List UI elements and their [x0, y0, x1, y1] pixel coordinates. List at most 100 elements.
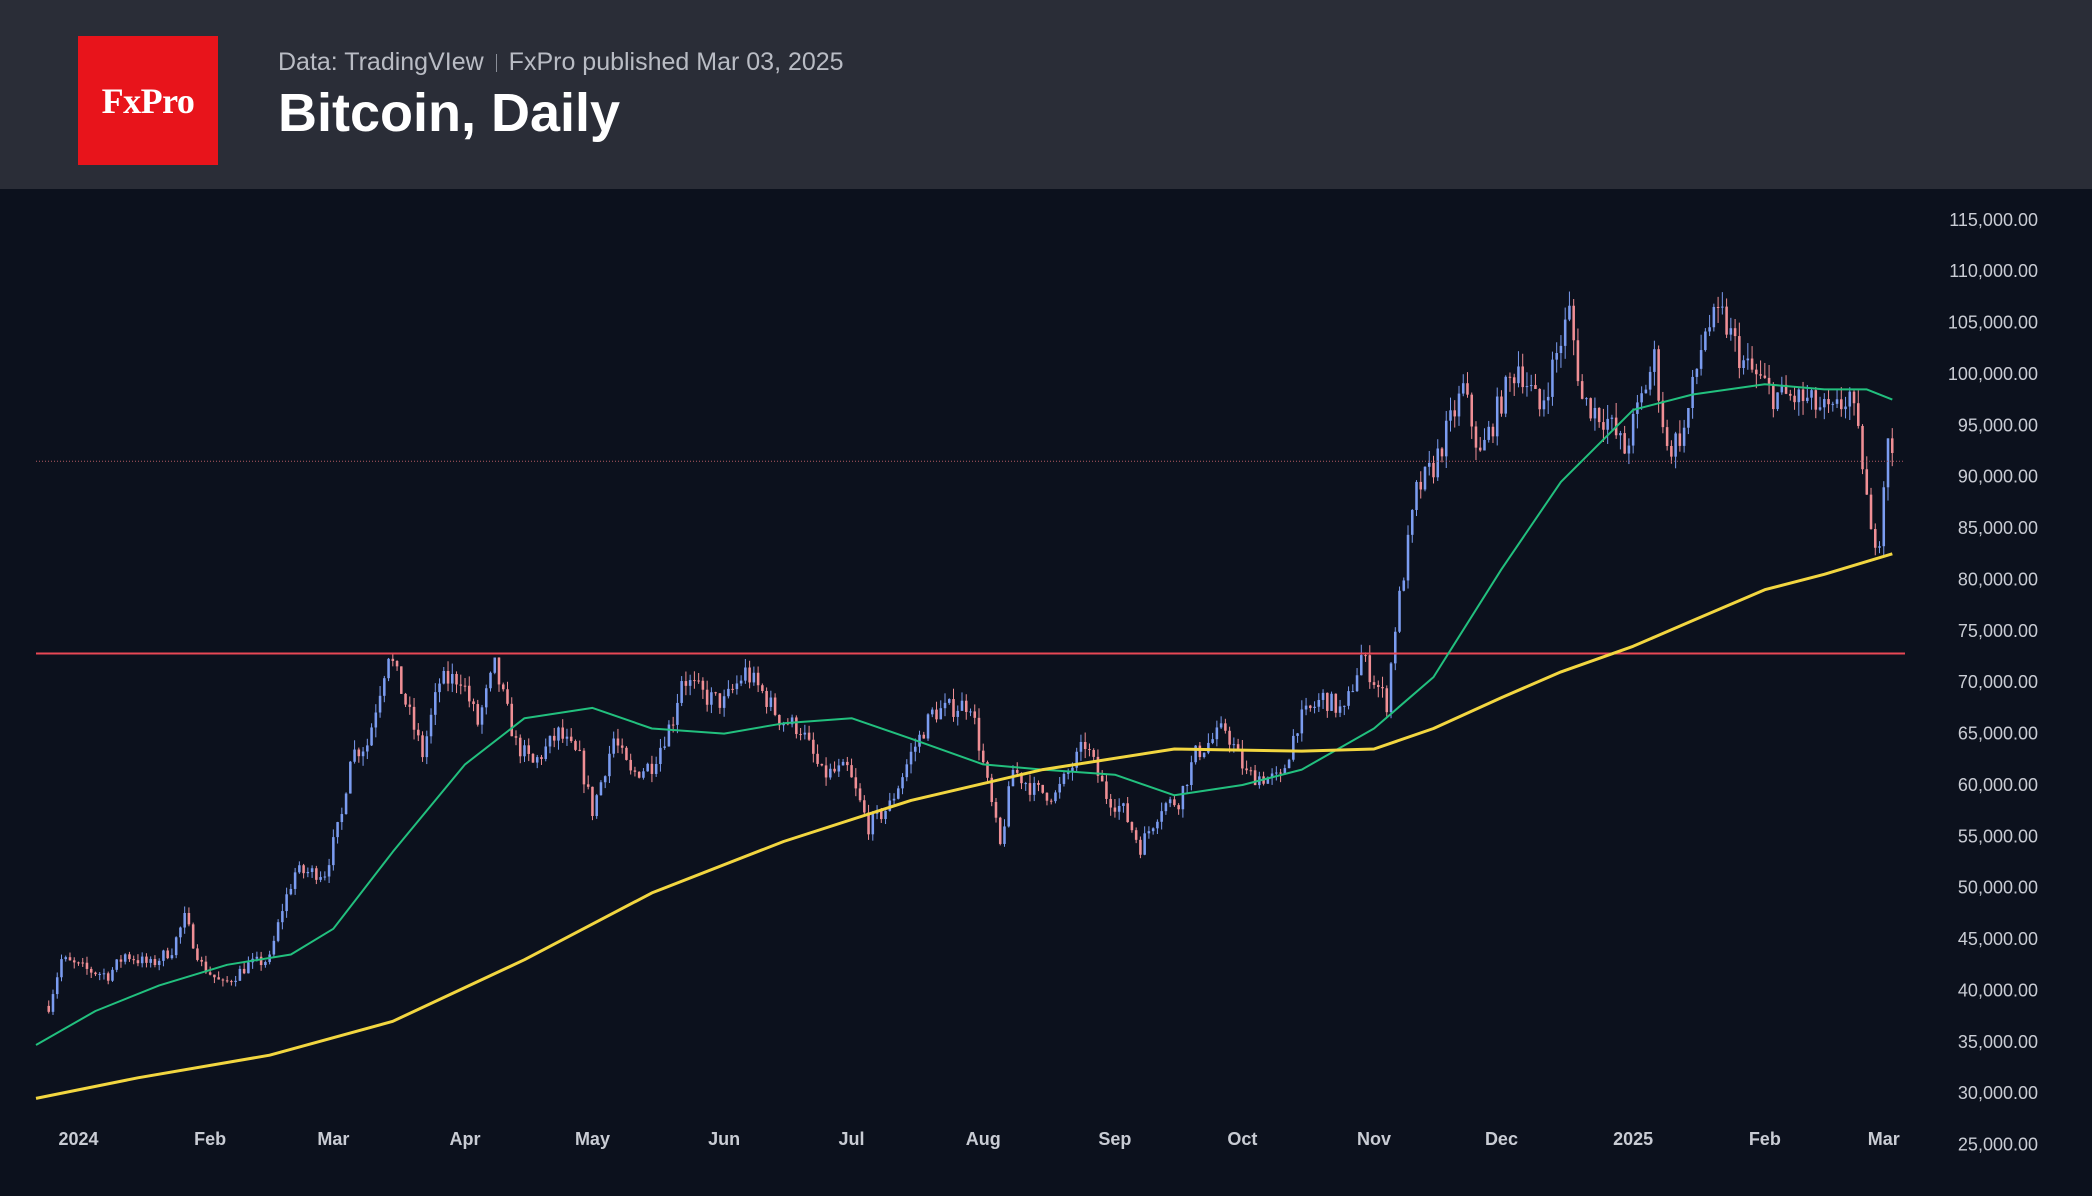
y-tick-label: 95,000.00 [1958, 415, 2038, 435]
x-tick-label: Sep [1098, 1129, 1131, 1149]
candle-body [586, 784, 590, 787]
candle-body [1721, 306, 1724, 308]
candle-body [323, 876, 327, 878]
chart-title: Bitcoin, Daily [278, 83, 621, 143]
candle-body [429, 714, 433, 737]
candle-body [336, 822, 339, 838]
x-tick-label: May [575, 1129, 610, 1149]
candle-body [871, 813, 875, 835]
candle-body [1130, 822, 1134, 831]
candle-body [642, 771, 645, 778]
candle-body [540, 757, 543, 759]
candle-body [884, 810, 887, 820]
y-tick-label: 105,000.00 [1948, 313, 2038, 333]
candle-body [1750, 358, 1754, 370]
candle-body [914, 746, 917, 752]
candle-body [557, 727, 560, 741]
moving-average-slow-line [35, 552, 1893, 1100]
candle-body [646, 763, 649, 772]
y-tick-label: 85,000.00 [1958, 518, 2038, 538]
y-tick-label: 50,000.00 [1958, 878, 2038, 898]
candle-body [1015, 769, 1019, 773]
candle-body [603, 776, 607, 783]
candle-body [1266, 777, 1270, 784]
candle-body [748, 667, 751, 683]
candle-body [1364, 655, 1367, 657]
candle-body [1529, 385, 1533, 387]
candle-body [671, 724, 675, 726]
candle-body [442, 670, 446, 684]
candle-body [1869, 494, 1873, 530]
candle-body [1610, 417, 1614, 419]
candle-body [421, 735, 424, 758]
candle-body [680, 681, 683, 703]
candle-body [1878, 546, 1881, 548]
candle-body [217, 977, 220, 980]
candle-body [998, 817, 1002, 844]
candle-body [1436, 448, 1440, 478]
candle-body [357, 749, 361, 757]
candle-body [1355, 675, 1359, 692]
candle-body [756, 672, 760, 686]
candle-body [480, 707, 484, 725]
candle-body [1368, 655, 1372, 683]
candle-body [1576, 340, 1580, 382]
candle-body [47, 1005, 51, 1012]
candle-body [1657, 349, 1660, 401]
candle-body [1461, 383, 1465, 394]
candle-body [315, 868, 318, 880]
candle-body [612, 738, 615, 754]
candle-body [969, 711, 972, 713]
candle-body [620, 745, 624, 748]
y-tick-label: 40,000.00 [1958, 980, 2038, 1000]
candle-body [1253, 770, 1257, 786]
candle-body [285, 894, 288, 912]
candle-body [799, 734, 802, 736]
candle-body [850, 765, 853, 778]
candle-body [281, 911, 284, 923]
candle-body [136, 960, 140, 964]
candle-body [1398, 590, 1401, 632]
candle-body [378, 695, 382, 713]
x-tick-label: Nov [1357, 1129, 1391, 1149]
candle-body [349, 761, 352, 794]
candle-body [484, 688, 488, 708]
candle-body [1517, 366, 1520, 384]
x-tick-label: Jul [839, 1129, 865, 1149]
x-tick-label: Mar [1868, 1129, 1900, 1149]
candle-body [824, 765, 828, 778]
candle-body [1440, 448, 1444, 457]
candle-body [688, 680, 692, 686]
candle-body [438, 683, 441, 693]
y-tick-label: 75,000.00 [1958, 621, 2038, 641]
candle-body [51, 994, 55, 1012]
candle-body [561, 727, 564, 739]
candle-body [1784, 384, 1788, 394]
candle-body [1521, 366, 1524, 388]
candle-body [55, 977, 59, 995]
candle-body [1164, 803, 1168, 812]
candle-body [523, 745, 526, 757]
y-tick-label: 30,000.00 [1958, 1083, 2038, 1103]
candle-body [1742, 360, 1745, 369]
candle-body [1712, 306, 1716, 328]
candle-body [1270, 773, 1274, 778]
candle-body [153, 959, 157, 966]
candle-body [1534, 385, 1537, 389]
candle-body [1542, 400, 1546, 410]
candle-body [858, 788, 862, 801]
publisher-note: FxPro published Mar 03, 2025 [508, 48, 844, 76]
candle-body [986, 762, 989, 778]
candle-body [1202, 752, 1206, 758]
candle-body [1687, 408, 1690, 428]
candle-body [157, 960, 161, 966]
candle-body [807, 732, 811, 740]
x-tick-label: Oct [1227, 1129, 1257, 1149]
candle-body [527, 745, 531, 754]
candle-body [1844, 406, 1847, 410]
candle-body [1071, 767, 1074, 773]
price-axis: 25,000.00 30,000.00 35,000.00 40,000.00 45,0… [1948, 210, 2038, 1155]
price-chart[interactable]: 25,000.00 30,000.00 35,000.00 40,000.00 45,0… [0, 189, 2092, 1196]
candle-body [1776, 392, 1779, 410]
candle-body [535, 757, 539, 763]
